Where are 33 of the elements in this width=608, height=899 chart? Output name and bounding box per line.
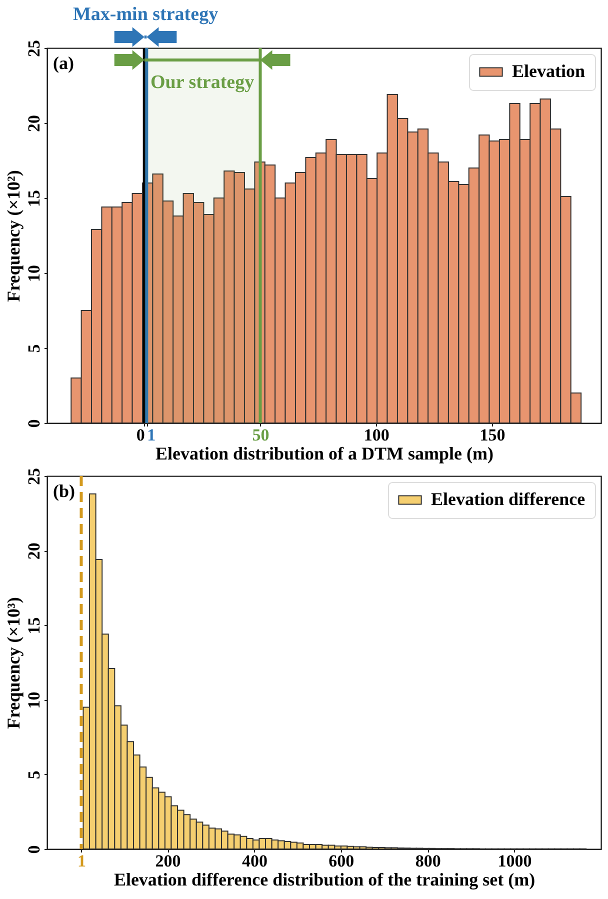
x-tick-label: 400 [242, 852, 268, 870]
legend-label: Elevation [512, 61, 586, 81]
y-tick-label: 20 [24, 115, 44, 132]
y-tick-label: 5 [24, 770, 44, 780]
y-axis-title: Frequency (×10³) [4, 597, 24, 729]
x-axis-title: Elevation distribution of a DTM sample (m) [155, 444, 494, 464]
y-tick-label: 10 [24, 692, 44, 709]
x-tick-label: 150 [480, 426, 506, 444]
band-label: Our strategy [150, 72, 255, 93]
y-tick-label: 10 [24, 265, 44, 282]
x-tick-label: 1000 [498, 852, 532, 870]
y-tick-label: 20 [24, 542, 44, 560]
x-tick-label: 50 [252, 426, 270, 444]
y-tick-label: 0 [24, 845, 44, 854]
x-tick-label: 100 [364, 426, 390, 444]
x-tick-label: 1 [77, 852, 86, 870]
x-tick-label: 1 [147, 426, 156, 444]
y-tick-label: 25 [24, 40, 44, 57]
x-tick-label: 0 [136, 426, 145, 444]
y-axis-title: Frequency (×10²) [4, 170, 24, 302]
annotation: (b) [53, 481, 76, 501]
y-tick-label: 25 [24, 468, 44, 485]
y-tick-label: 15 [24, 190, 44, 207]
y-tick-label: 5 [24, 344, 44, 353]
y-tick-label: 0 [24, 419, 44, 428]
legend-label: Elevation difference [431, 489, 586, 509]
y-tick-label: 15 [24, 617, 44, 634]
x-tick-label: 800 [415, 852, 441, 870]
x-tick-label: 200 [155, 852, 181, 870]
x-axis-title: Elevation difference distribution of the training set (m) [114, 870, 536, 890]
band-label: Max-min strategy [72, 4, 219, 25]
annotation: (a) [53, 53, 74, 73]
x-tick-label: 600 [328, 852, 354, 870]
